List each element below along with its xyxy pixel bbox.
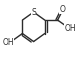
Text: O: O <box>59 5 65 14</box>
Text: OH: OH <box>65 24 76 33</box>
Text: S: S <box>31 8 36 17</box>
Text: OH: OH <box>2 38 14 47</box>
